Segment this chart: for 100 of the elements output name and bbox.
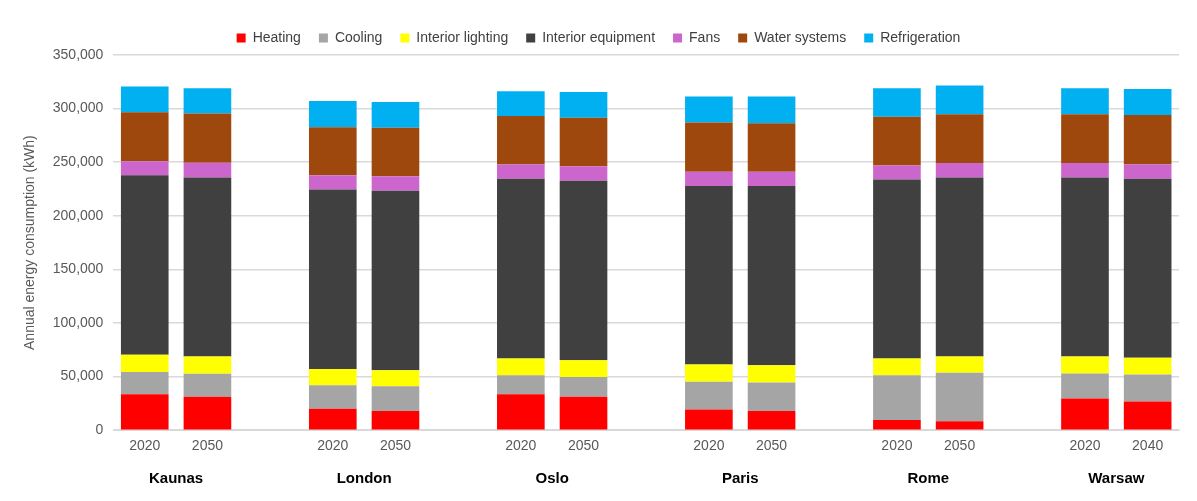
bar <box>1123 114 1172 165</box>
bar <box>685 381 733 410</box>
bar <box>497 394 545 430</box>
x-tick-label: 2050 <box>755 437 788 454</box>
text: Paris <box>721 468 759 486</box>
bar <box>308 385 357 409</box>
bar <box>120 86 169 113</box>
bar <box>747 411 796 430</box>
bar <box>873 375 921 421</box>
bar <box>120 394 169 430</box>
bar <box>935 177 984 357</box>
bar <box>935 372 984 422</box>
bar <box>120 161 169 176</box>
bar <box>1061 398 1109 430</box>
bar <box>308 175 357 190</box>
bar <box>1061 356 1109 374</box>
bar <box>559 180 608 361</box>
bar <box>1123 178 1172 358</box>
x-tick-label: 2020 <box>881 437 913 454</box>
x-tick-label: 2050 <box>191 437 224 454</box>
x-tick-label: 2020 <box>505 437 537 454</box>
bar <box>873 179 921 359</box>
bar <box>747 96 796 124</box>
bar <box>183 373 232 397</box>
bar <box>1123 401 1172 430</box>
bar <box>873 358 921 376</box>
bar <box>371 101 420 128</box>
text: Oslo <box>535 468 569 486</box>
text: Rome <box>907 468 950 486</box>
bar <box>497 164 545 179</box>
bar <box>559 91 608 118</box>
legend-label: Refrigeration <box>880 28 961 45</box>
bar <box>1123 357 1172 375</box>
x-tick-label: 2020 <box>129 437 161 454</box>
bar <box>1123 374 1172 402</box>
bar <box>873 88 921 117</box>
bar <box>935 356 984 373</box>
bar <box>935 85 984 115</box>
legend-label: Water systems <box>754 28 847 45</box>
bar <box>685 409 733 430</box>
y-tick-label: 300,000 <box>52 99 104 116</box>
bar <box>559 117 608 167</box>
bar <box>559 166 608 181</box>
bar <box>371 190 420 371</box>
x-tick-label: 2050 <box>567 437 600 454</box>
y-tick-label: 200,000 <box>52 206 104 223</box>
x-tick-label: 2050 <box>379 437 412 454</box>
bar <box>1061 114 1109 164</box>
legend-label: Interior equipment <box>542 28 656 45</box>
bar <box>873 165 921 180</box>
bar <box>747 186 796 366</box>
bar <box>183 113 232 163</box>
bar <box>183 356 232 374</box>
bar <box>685 364 733 382</box>
bar <box>1123 89 1172 115</box>
bar <box>685 122 733 172</box>
bar <box>183 88 232 114</box>
bar <box>747 171 796 186</box>
bar <box>183 396 232 430</box>
y-axis-title: Annual energy consumption (kWh) <box>21 135 38 350</box>
bar <box>873 116 921 166</box>
bar <box>371 386 420 412</box>
bar <box>120 112 169 162</box>
bar <box>371 127 420 177</box>
bar <box>308 369 357 386</box>
bar <box>935 163 984 178</box>
text: London <box>336 468 392 486</box>
bar <box>1123 164 1172 179</box>
x-tick-label: 2020 <box>317 437 349 454</box>
bar <box>1061 373 1109 399</box>
x-tick-label: 2020 <box>693 437 725 454</box>
bar <box>120 371 169 395</box>
bar <box>1061 163 1109 178</box>
bar <box>371 411 420 430</box>
bar <box>497 375 545 395</box>
bar <box>497 178 545 359</box>
bar <box>935 114 984 164</box>
bar <box>747 382 796 412</box>
bar <box>183 162 232 178</box>
x-tick-label: 2020 <box>1069 437 1101 454</box>
legend-label: Heating <box>252 28 301 45</box>
bar <box>308 189 357 370</box>
bar <box>747 365 796 383</box>
bar <box>559 377 608 397</box>
bar <box>1061 177 1109 357</box>
text: Kaunas <box>148 468 204 486</box>
bar <box>559 396 608 430</box>
legend-label: Interior lighting <box>416 28 509 45</box>
bar <box>559 360 608 378</box>
bar <box>497 358 545 376</box>
legend-label: Cooling <box>334 28 383 45</box>
bar <box>308 127 357 176</box>
bar <box>1061 88 1109 115</box>
x-tick-label: 2040 <box>1132 437 1164 454</box>
bar <box>120 354 169 372</box>
y-tick-label: 350,000 <box>52 45 104 62</box>
bar <box>497 116 545 165</box>
bar <box>685 186 733 365</box>
y-tick-label: 100,000 <box>52 313 104 330</box>
bar <box>371 370 420 387</box>
